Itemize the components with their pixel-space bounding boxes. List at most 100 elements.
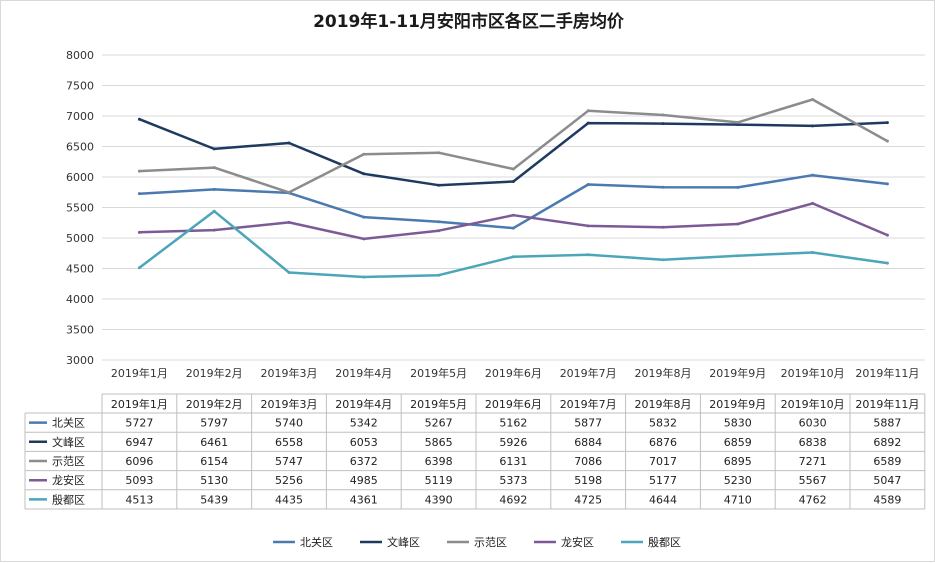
data-point bbox=[661, 185, 665, 189]
data-point bbox=[885, 233, 889, 237]
data-point bbox=[885, 261, 889, 265]
data-point bbox=[362, 237, 366, 241]
data-point bbox=[586, 183, 590, 187]
data-point bbox=[736, 120, 740, 124]
data-point bbox=[811, 201, 815, 205]
legend-label: 北关区 bbox=[300, 535, 333, 549]
data-point bbox=[137, 266, 141, 270]
data-point bbox=[287, 190, 291, 194]
table-cell: 5830 bbox=[724, 417, 752, 430]
table-cell: 5373 bbox=[499, 474, 527, 487]
table-row-label: 文峰区 bbox=[52, 435, 85, 449]
table-cell: 6895 bbox=[724, 455, 752, 468]
table-cell: 5865 bbox=[425, 436, 453, 449]
data-point bbox=[586, 224, 590, 228]
table-cell: 4725 bbox=[574, 493, 602, 506]
y-tick-label: 8000 bbox=[66, 49, 94, 62]
table-row-label: 示范区 bbox=[52, 454, 85, 468]
legend-label: 文峰区 bbox=[387, 535, 420, 549]
table-cell: 4435 bbox=[275, 493, 303, 506]
data-point bbox=[437, 183, 441, 187]
table-cell: 5877 bbox=[574, 417, 602, 430]
x-tick-label: 2019年1月 bbox=[111, 366, 168, 380]
table-cell: 6154 bbox=[200, 455, 228, 468]
table-cell: 4762 bbox=[799, 493, 827, 506]
y-tick-label: 7500 bbox=[66, 80, 94, 93]
table-row-label: 北关区 bbox=[52, 416, 85, 430]
data-point bbox=[511, 180, 515, 184]
table-cell: 7017 bbox=[649, 455, 677, 468]
y-tick-label: 7000 bbox=[66, 110, 94, 123]
table-cell: 4692 bbox=[499, 493, 527, 506]
table-header-cell: 2019年5月 bbox=[410, 397, 467, 411]
data-point bbox=[137, 192, 141, 196]
table-cell: 5119 bbox=[425, 474, 453, 487]
y-tick-label: 6000 bbox=[66, 171, 94, 184]
table-cell: 7271 bbox=[799, 455, 827, 468]
data-point bbox=[212, 228, 216, 232]
table-header-cell: 2019年3月 bbox=[261, 397, 318, 411]
data-point bbox=[885, 182, 889, 186]
table-header-cell: 2019年1月 bbox=[111, 397, 168, 411]
data-point bbox=[661, 225, 665, 229]
data-point bbox=[511, 167, 515, 171]
table-cell: 5887 bbox=[873, 417, 901, 430]
legend-label: 示范区 bbox=[474, 535, 507, 549]
x-tick-label: 2019年10月 bbox=[781, 366, 845, 380]
data-point bbox=[437, 229, 441, 233]
table-header-cell: 2019年7月 bbox=[560, 397, 617, 411]
table-cell: 5256 bbox=[275, 474, 303, 487]
y-tick-label: 3500 bbox=[66, 324, 94, 337]
series-line bbox=[139, 202, 888, 241]
data-point bbox=[212, 147, 216, 151]
table-cell: 6096 bbox=[125, 455, 153, 468]
data-point bbox=[811, 97, 815, 101]
x-tick-label: 2019年3月 bbox=[261, 366, 318, 380]
table-cell: 5198 bbox=[574, 474, 602, 487]
table-cell: 6876 bbox=[649, 436, 677, 449]
table-header-cell: 2019年8月 bbox=[635, 397, 692, 411]
table-cell: 5439 bbox=[200, 493, 228, 506]
data-point bbox=[736, 222, 740, 226]
table-cell: 4513 bbox=[125, 493, 153, 506]
table-cell: 5177 bbox=[649, 474, 677, 487]
data-point bbox=[885, 121, 889, 125]
data-point bbox=[212, 209, 216, 213]
table-cell: 6947 bbox=[125, 436, 153, 449]
table-cell: 6053 bbox=[350, 436, 378, 449]
data-point bbox=[586, 121, 590, 125]
table-cell: 5740 bbox=[275, 417, 303, 430]
y-tick-label: 6500 bbox=[66, 141, 94, 154]
table-cell: 5130 bbox=[200, 474, 228, 487]
table-cell: 6372 bbox=[350, 455, 378, 468]
data-point bbox=[736, 185, 740, 189]
data-point bbox=[287, 141, 291, 145]
data-point bbox=[362, 275, 366, 279]
series-line bbox=[139, 173, 888, 230]
data-point bbox=[661, 122, 665, 126]
data-point bbox=[362, 215, 366, 219]
data-point bbox=[437, 220, 441, 224]
data-point bbox=[885, 139, 889, 143]
table-cell: 6589 bbox=[873, 455, 901, 468]
y-tick-label: 5000 bbox=[66, 232, 94, 245]
table-cell: 5267 bbox=[425, 417, 453, 430]
table-cell: 5926 bbox=[499, 436, 527, 449]
x-tick-label: 2019年2月 bbox=[186, 366, 243, 380]
table-cell: 7086 bbox=[574, 455, 602, 468]
table-header-cell: 2019年10月 bbox=[781, 397, 845, 411]
table-header-cell: 2019年4月 bbox=[335, 397, 392, 411]
y-tick-label: 4500 bbox=[66, 263, 94, 276]
table-cell: 4589 bbox=[873, 493, 901, 506]
table-cell: 5342 bbox=[350, 417, 378, 430]
table-cell: 4985 bbox=[350, 474, 378, 487]
data-point bbox=[287, 220, 291, 224]
data-point bbox=[511, 213, 515, 217]
table-cell: 6884 bbox=[574, 436, 602, 449]
table-cell: 5567 bbox=[799, 474, 827, 487]
table-cell: 5797 bbox=[200, 417, 228, 430]
x-tick-label: 2019年9月 bbox=[709, 366, 766, 380]
legend-label: 龙安区 bbox=[561, 535, 594, 549]
